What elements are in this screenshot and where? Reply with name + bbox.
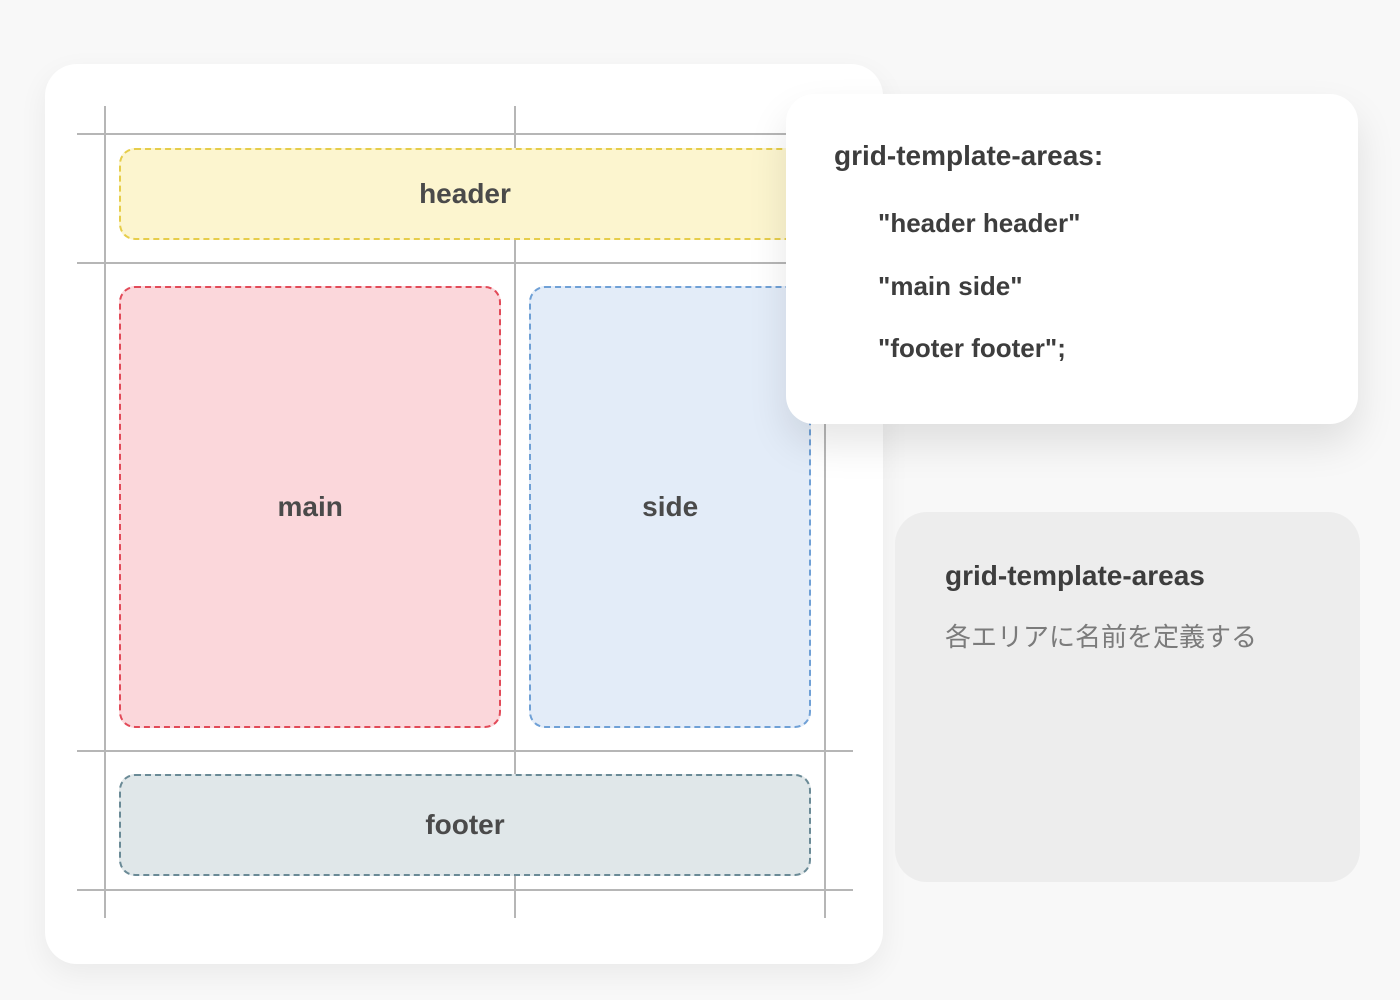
grid-line-horizontal: [77, 262, 853, 264]
grid-area-side: side: [529, 286, 811, 728]
explain-body: 各エリアに名前を定義する: [945, 618, 1310, 657]
code-value-1: "main side": [878, 268, 1310, 304]
code-value-2: "footer footer";: [878, 330, 1310, 366]
grid-line-horizontal: [77, 750, 853, 752]
explain-title: grid-template-areas: [945, 560, 1310, 592]
grid-area-footer: footer: [119, 774, 811, 876]
grid-line-vertical: [104, 106, 106, 918]
code-property: grid-template-areas:: [834, 136, 1310, 175]
explain-card: grid-template-areas 各エリアに名前を定義する: [895, 512, 1360, 882]
grid-diagram: header mainside footer: [105, 134, 825, 890]
grid-area-header: header: [119, 148, 811, 240]
grid-line-horizontal: [77, 133, 853, 135]
canvas: header mainside footer grid-template-areas…: [0, 0, 1400, 1000]
code-value-0: "header header": [878, 205, 1310, 241]
grid-area-main: main: [119, 286, 501, 728]
diagram-card: header mainside footer: [45, 64, 883, 964]
grid-line-horizontal: [77, 889, 853, 891]
code-card: grid-template-areas: "header header" "ma…: [786, 94, 1358, 424]
